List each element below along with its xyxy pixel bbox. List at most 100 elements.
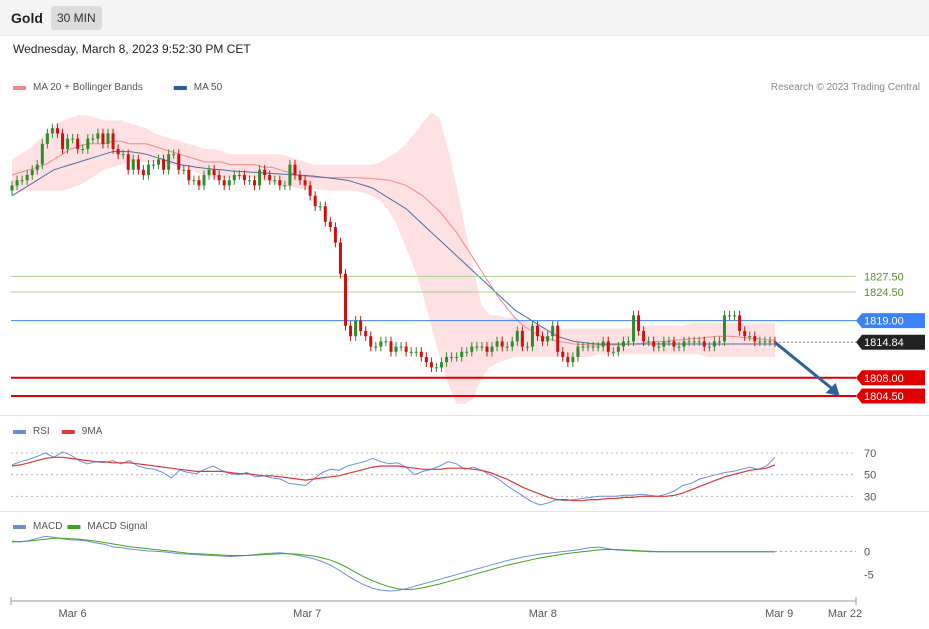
candle-body: [434, 367, 438, 369]
candle-body: [728, 315, 732, 317]
panel-separator: [0, 415, 929, 416]
candle-body: [30, 169, 34, 176]
candle-body: [546, 336, 550, 342]
candle-body: [586, 346, 590, 348]
candle-body: [187, 169, 191, 181]
macd-legend-swatch: [13, 525, 26, 529]
candle-body: [687, 341, 691, 343]
candle-body: [177, 154, 181, 170]
level-tag-support: [856, 388, 925, 404]
candle-body: [591, 346, 595, 348]
level-label-pivot: 1819.00: [864, 316, 904, 328]
candle-body: [121, 154, 125, 156]
candle-body: [470, 346, 474, 352]
candle-body: [172, 154, 176, 156]
candle-body: [429, 362, 433, 368]
candle-body: [404, 346, 408, 352]
candle-body: [616, 346, 620, 352]
candle-body: [566, 356, 570, 363]
candle-body: [71, 138, 75, 140]
candle-body: [283, 185, 287, 187]
candle-body: [151, 164, 155, 166]
candle-body: [409, 351, 413, 353]
candle-body: [136, 159, 140, 170]
rsi-legend-label: RSI: [33, 426, 50, 437]
candle-body: [86, 138, 90, 150]
candle-body: [465, 351, 469, 353]
macd-signal-line: [11, 537, 775, 591]
candle-body: [682, 341, 686, 347]
candle-body: [76, 138, 80, 150]
candle-body: [91, 138, 95, 140]
candle-body: [581, 346, 585, 348]
candle-body: [601, 341, 605, 347]
candle-body: [50, 128, 54, 134]
candle-body: [146, 164, 150, 176]
candle-body: [637, 315, 641, 331]
candle-body: [101, 133, 105, 144]
candle-body: [237, 175, 241, 177]
candle-body: [500, 341, 504, 347]
candle-body: [35, 164, 39, 170]
candle-body: [232, 175, 236, 181]
copyright-text: Research © 2023 Trading Central: [771, 82, 920, 93]
candle-body: [354, 320, 358, 337]
candle-body: [394, 346, 398, 352]
main-legend-swatch: [13, 86, 26, 90]
candle-body: [192, 180, 196, 182]
x-tick-label: Mar 7: [293, 608, 321, 620]
rsi-tick-label: 70: [864, 448, 876, 460]
ma20-line: [11, 140, 776, 346]
candle-body: [247, 180, 251, 182]
instrument-title: Gold: [11, 10, 43, 26]
candle-body: [490, 346, 494, 352]
candle-body: [672, 341, 676, 347]
rsi-line: [11, 451, 776, 506]
timeframe-badge[interactable]: 30 MIN: [51, 6, 102, 30]
x-tick-label: Mar 9: [765, 608, 793, 620]
forecast-arrow-shaft: [774, 341, 835, 392]
candle-body: [384, 341, 388, 343]
candle-body: [318, 206, 322, 208]
date-line: Wednesday, March 8, 2023 9:52:30 PM CET: [13, 42, 251, 56]
candle-body: [217, 175, 221, 181]
candle-body: [61, 133, 65, 150]
candle-body: [677, 346, 681, 348]
candle-body: [96, 133, 100, 139]
candle-body: [308, 185, 312, 196]
candle-body: [561, 351, 565, 357]
candle-body: [242, 175, 246, 181]
level-label-support: 1804.50: [864, 391, 904, 403]
chart-header: Gold 30 MIN: [0, 0, 929, 36]
candle-body: [455, 356, 459, 358]
candle-body: [258, 169, 262, 186]
macd-tick-label: 0: [864, 546, 870, 558]
candle-body: [389, 341, 393, 352]
candle-body: [55, 128, 59, 134]
macd-legend-swatch: [67, 525, 81, 529]
candle-body: [40, 143, 44, 165]
candle-body: [263, 169, 267, 176]
candle-body: [480, 346, 484, 348]
candle-body: [162, 159, 166, 170]
candle-body: [207, 169, 211, 176]
candle-body: [495, 341, 499, 347]
candle-body: [707, 346, 711, 348]
rsi-tick-label: 30: [864, 491, 876, 503]
candle-body: [182, 169, 186, 171]
candle-body: [419, 351, 423, 357]
candle-body: [460, 351, 464, 357]
candle-body: [369, 336, 373, 347]
x-tick-label: Mar 8: [529, 608, 557, 620]
candle-body: [541, 336, 545, 342]
rsi-tick-label: 50: [864, 470, 876, 482]
candle-body: [697, 341, 701, 343]
candle-body: [626, 341, 630, 343]
candle-body: [25, 175, 29, 181]
candle-body: [359, 320, 363, 331]
candle-body: [222, 180, 226, 186]
candle-body: [525, 346, 529, 348]
candle-body: [268, 175, 272, 181]
candle-body: [510, 341, 514, 347]
rsi-ma-line: [11, 456, 776, 502]
